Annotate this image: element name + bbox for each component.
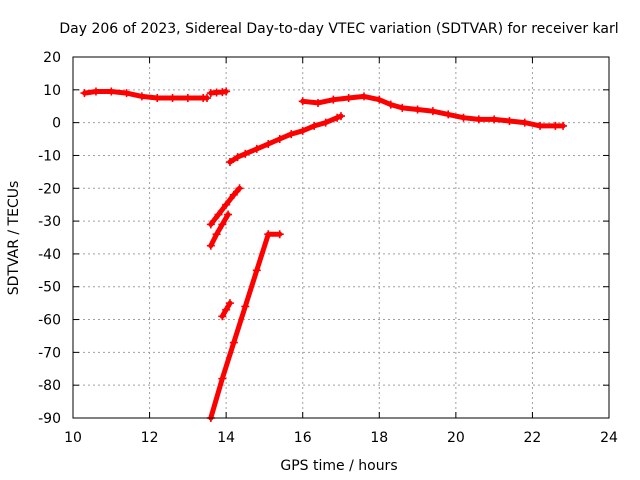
data-point bbox=[229, 190, 238, 199]
data-point bbox=[212, 230, 221, 239]
y-tick-label: -20 bbox=[38, 181, 61, 197]
data-point bbox=[218, 220, 227, 229]
y-tick-label: -50 bbox=[38, 280, 61, 296]
y-axis-label: SDTVAR / TECUs bbox=[6, 181, 22, 296]
x-tick-label: 16 bbox=[294, 430, 312, 446]
data-point bbox=[329, 95, 338, 104]
data-point bbox=[206, 220, 215, 229]
data-point bbox=[222, 200, 231, 209]
data-point bbox=[107, 87, 116, 96]
chart-title: Day 206 of 2023, Sidereal Day-to-day VTE… bbox=[59, 21, 618, 37]
series-segment-5 bbox=[206, 184, 244, 229]
data-point bbox=[398, 103, 407, 112]
data-point bbox=[224, 210, 233, 219]
data-point bbox=[235, 184, 244, 193]
series-segment-2 bbox=[206, 87, 231, 98]
y-tick-label: 0 bbox=[52, 116, 61, 132]
data-point bbox=[333, 113, 342, 122]
x-tick-label: 22 bbox=[524, 430, 542, 446]
data-point bbox=[428, 107, 437, 116]
x-tick-label: 10 bbox=[64, 430, 82, 446]
data-series bbox=[80, 87, 568, 422]
data-point bbox=[214, 210, 223, 219]
y-tick-label: -90 bbox=[38, 411, 61, 427]
data-point bbox=[122, 89, 131, 98]
series-line bbox=[208, 231, 283, 421]
data-point bbox=[225, 299, 234, 308]
gridlines bbox=[73, 57, 609, 418]
data-point bbox=[203, 94, 211, 103]
data-point bbox=[314, 98, 323, 107]
data-point bbox=[337, 112, 345, 121]
plot-frame bbox=[72, 56, 610, 419]
data-point bbox=[375, 95, 384, 104]
series-line bbox=[82, 89, 210, 101]
y-tick-label: -10 bbox=[38, 148, 61, 164]
y-tick-label: -30 bbox=[38, 214, 61, 230]
axis-ticks: 10 12 14 16 18 20 22 24 20 10 0 -10 -20 -30 -40 -50 -60 -… bbox=[38, 50, 618, 446]
data-point bbox=[153, 94, 162, 103]
data-point bbox=[137, 92, 146, 101]
data-point bbox=[520, 118, 529, 127]
y-tick-label: -60 bbox=[38, 313, 61, 329]
data-point bbox=[287, 130, 296, 139]
data-point bbox=[80, 89, 89, 98]
series-segment-6 bbox=[206, 210, 233, 250]
data-point bbox=[310, 121, 319, 130]
x-axis-label: GPS time / hours bbox=[280, 458, 397, 474]
x-tick-label: 12 bbox=[141, 430, 159, 446]
data-point bbox=[490, 115, 499, 124]
x-tick-label: 24 bbox=[600, 430, 618, 446]
series-segment-8 bbox=[206, 230, 284, 422]
data-point bbox=[233, 153, 242, 162]
data-point bbox=[413, 105, 422, 114]
data-point bbox=[505, 116, 514, 125]
data-point bbox=[536, 121, 545, 130]
data-point bbox=[264, 139, 273, 148]
data-point bbox=[359, 92, 368, 101]
data-point bbox=[241, 149, 250, 158]
x-tick-label: 14 bbox=[217, 430, 235, 446]
y-tick-label: -40 bbox=[38, 247, 61, 263]
data-point bbox=[275, 135, 284, 144]
data-point bbox=[183, 94, 192, 103]
data-point bbox=[386, 100, 395, 109]
data-point bbox=[459, 113, 468, 122]
data-point bbox=[444, 110, 453, 119]
series-line bbox=[208, 212, 231, 249]
data-point bbox=[474, 115, 483, 124]
data-point bbox=[252, 266, 261, 275]
data-point bbox=[222, 305, 231, 314]
data-point bbox=[218, 312, 227, 321]
data-point bbox=[241, 302, 250, 311]
series-segment-1 bbox=[80, 87, 211, 103]
data-point bbox=[551, 121, 560, 130]
data-point bbox=[91, 87, 100, 96]
data-point bbox=[168, 94, 177, 103]
x-tick-label: 18 bbox=[370, 430, 388, 446]
data-point bbox=[321, 118, 330, 127]
y-tick-label: 20 bbox=[43, 50, 61, 66]
data-point bbox=[275, 230, 284, 239]
data-point bbox=[218, 374, 227, 383]
data-point bbox=[264, 230, 273, 239]
x-tick-label: 20 bbox=[447, 430, 465, 446]
y-tick-label: 10 bbox=[43, 83, 61, 99]
data-point bbox=[298, 97, 307, 106]
data-point bbox=[229, 338, 238, 347]
data-point bbox=[222, 87, 231, 96]
data-point bbox=[206, 241, 215, 250]
data-point bbox=[344, 94, 353, 103]
series-segment-3 bbox=[225, 112, 345, 167]
y-tick-label: -80 bbox=[38, 378, 61, 394]
y-tick-label: -70 bbox=[38, 345, 61, 361]
data-point bbox=[252, 144, 261, 153]
series-segment-4 bbox=[298, 92, 568, 130]
data-point bbox=[298, 126, 307, 135]
data-point bbox=[225, 158, 234, 167]
data-point bbox=[559, 121, 568, 130]
series-segment-7 bbox=[218, 299, 234, 321]
